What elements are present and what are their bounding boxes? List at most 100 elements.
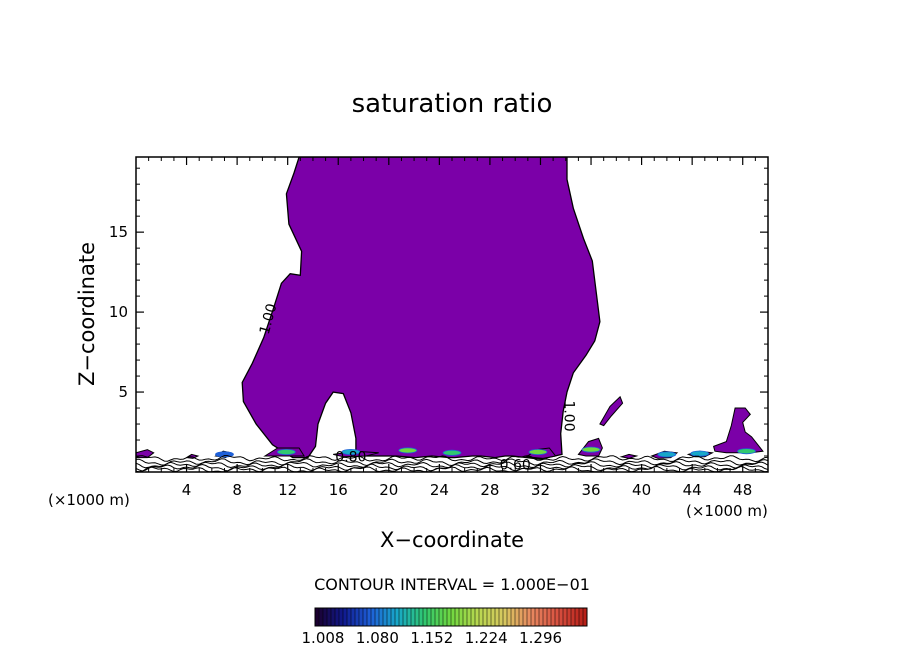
colorbar-swatch: [407, 608, 412, 626]
colorbar-frame: [314, 607, 588, 627]
contour-label: 1.00: [560, 400, 576, 431]
colorbar-label: 1.224: [465, 629, 508, 647]
colorbar-swatch: [563, 608, 568, 626]
colorbar-swatch: [331, 608, 336, 626]
colorbar-swatch: [547, 608, 552, 626]
colorbar-swatch: [539, 608, 544, 626]
high-saturation-core-2: [398, 447, 418, 454]
colorbar-swatch: [367, 608, 372, 626]
colorbar-swatch: [551, 608, 556, 626]
supersaturation-patch-0: [599, 395, 624, 427]
contour-interval-label: CONTOUR INTERVAL = 1.000E−01: [314, 575, 590, 594]
high-saturation-core-7: [737, 448, 756, 455]
colorbar-swatch: [471, 608, 476, 626]
colorbar-swatch: [371, 608, 376, 626]
high-saturation-core-1: [341, 448, 361, 455]
colorbar-swatch: [575, 608, 580, 626]
colorbar-swatch: [451, 608, 456, 626]
colorbar-swatch: [511, 608, 516, 626]
colorbar-swatch: [583, 608, 588, 626]
colorbar-swatch: [523, 608, 528, 626]
colorbar-swatch: [335, 608, 340, 626]
colorbar-swatch: [467, 608, 472, 626]
colorbar-swatch: [479, 608, 484, 626]
supersaturation-patch-1: [712, 407, 764, 454]
x-tick-label: 24: [430, 481, 449, 499]
colorbar-swatch: [475, 608, 480, 626]
contour-label: 0.60: [500, 458, 531, 474]
contour-data-layer: [136, 157, 768, 472]
colorbar-swatch: [559, 608, 564, 626]
colorbar-swatch: [399, 608, 404, 626]
colorbar-swatch: [439, 608, 444, 626]
high-saturation-core-5: [581, 446, 601, 453]
x-tick-label: 32: [531, 481, 550, 499]
colorbar-swatch: [339, 608, 344, 626]
y-tick-label: 15: [109, 223, 128, 241]
colorbar-swatch: [415, 608, 420, 626]
y-axis-label: Z−coordinate: [75, 242, 99, 386]
colorbar-swatch: [567, 608, 572, 626]
colorbar-swatch: [403, 608, 408, 626]
x-tick-label: 16: [329, 481, 348, 499]
colorbar-swatch: [555, 608, 560, 626]
colorbar-label: 1.080: [356, 629, 399, 647]
x-tick-label: 40: [632, 481, 651, 499]
colorbar-label: 1.008: [302, 629, 345, 647]
colorbar-swatch: [515, 608, 520, 626]
high-saturation-core-3: [442, 449, 462, 456]
x-tick-label: 44: [683, 481, 702, 499]
colorbar-swatch: [375, 608, 380, 626]
colorbar-swatch: [319, 608, 324, 626]
colorbar-swatch: [351, 608, 356, 626]
colorbar-swatch: [531, 608, 536, 626]
colorbar-swatch: [315, 608, 320, 626]
colorbar-swatch: [503, 608, 508, 626]
x-tick-label: 4: [182, 481, 192, 499]
high-saturation-core-6: [690, 450, 710, 457]
colorbar-swatch: [447, 608, 452, 626]
colorbar-swatch: [423, 608, 428, 626]
contour-labels: 1.00 1.00 0.80 0.60: [257, 302, 577, 474]
supersaturation-patch-7: [185, 453, 200, 459]
colorbar-swatch: [507, 608, 512, 626]
colorbar-swatch: [391, 608, 396, 626]
colorbar-swatch: [487, 608, 492, 626]
x-tick-label: 8: [232, 481, 242, 499]
x-axis-unit-right: (×1000 m): [686, 502, 768, 520]
colorbar-swatch: [443, 608, 448, 626]
colorbar: 1.008 1.080 1.152 1.224 1.296: [302, 607, 588, 647]
colorbar-swatch: [463, 608, 468, 626]
x-tick-label: 48: [733, 481, 752, 499]
colorbar-swatch: [347, 608, 352, 626]
colorbar-swatch: [571, 608, 576, 626]
x-tick-label: 20: [379, 481, 398, 499]
high-saturation-core-4: [528, 448, 548, 455]
colorbar-swatch: [579, 608, 584, 626]
colorbar-swatch: [419, 608, 424, 626]
chart-title: saturation ratio: [352, 89, 553, 119]
colorbar-swatch: [543, 608, 548, 626]
contour-label: 1.00: [257, 302, 281, 336]
high-saturation-core-9: [657, 451, 677, 458]
supersaturation-patch-11: [619, 453, 639, 459]
colorbar-swatch: [359, 608, 364, 626]
colorbar-label: 1.152: [410, 629, 453, 647]
colorbar-swatch: [527, 608, 532, 626]
contour-line-0-6: [136, 463, 768, 472]
contour-line-0-5: [136, 465, 768, 472]
colorbar-swatch: [395, 608, 400, 626]
colorbar-swatch: [323, 608, 328, 626]
x-axis-unit-left: (×1000 m): [48, 491, 130, 509]
colorbar-swatch: [535, 608, 540, 626]
colorbar-swatch: [499, 608, 504, 626]
colorbar-swatch: [427, 608, 432, 626]
colorbar-label: 1.296: [519, 629, 562, 647]
colorbar-swatch: [383, 608, 388, 626]
colorbar-swatch: [459, 608, 464, 626]
y-tick-label: 10: [109, 303, 128, 321]
colorbar-swatch: [363, 608, 368, 626]
x-tick-label: 36: [581, 481, 600, 499]
high-saturation-core-0: [276, 448, 296, 455]
